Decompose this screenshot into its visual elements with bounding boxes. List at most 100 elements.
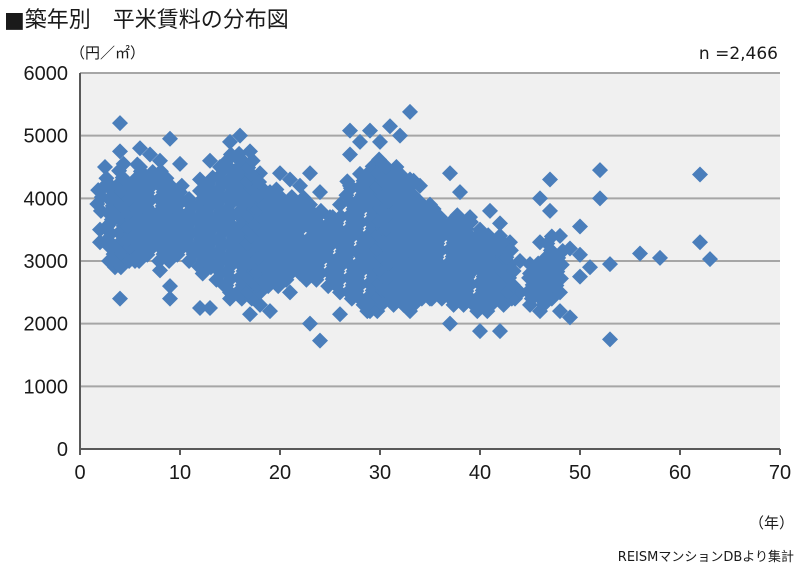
- data-point: [372, 133, 388, 150]
- data-point: [240, 159, 257, 176]
- data-point: [98, 170, 115, 187]
- data-point: [562, 309, 578, 326]
- data-point: [240, 221, 257, 238]
- data-point: [442, 165, 458, 182]
- data-point: [322, 250, 338, 267]
- data-point: [282, 171, 298, 188]
- data-point: [462, 214, 479, 231]
- data-point: [240, 283, 257, 300]
- data-point: [490, 255, 507, 272]
- data-point: [470, 227, 487, 244]
- y-tick-label: 5000: [24, 126, 69, 148]
- data-point: [142, 146, 158, 163]
- data-point: [390, 255, 407, 272]
- x-tick-label: 20: [269, 462, 291, 484]
- data-point: [158, 170, 175, 187]
- axes: [79, 73, 781, 455]
- data-point: [90, 182, 107, 199]
- sample-size-label: n =2,466: [698, 44, 778, 64]
- y-tick-label: 6000: [24, 63, 69, 85]
- data-point: [472, 323, 488, 340]
- y-tick-label: 1000: [24, 376, 69, 398]
- data-point: [378, 159, 395, 175]
- data-point: [572, 268, 588, 285]
- data-point: [312, 332, 328, 349]
- data-point: [554, 242, 571, 259]
- data-point: [450, 255, 467, 272]
- data-point: [449, 207, 466, 224]
- data-point: [202, 152, 218, 169]
- data-point: [342, 122, 358, 139]
- data-point: [543, 228, 560, 245]
- x-tick-label: 40: [469, 462, 491, 484]
- data-point: [405, 172, 422, 189]
- data-points: [89, 103, 718, 349]
- data-point: [602, 331, 618, 348]
- data-point: [592, 190, 608, 207]
- data-point: [380, 255, 397, 272]
- data-point: [262, 303, 278, 320]
- data-point: [480, 227, 497, 244]
- data-point: [592, 162, 608, 179]
- data-point: [350, 255, 367, 272]
- data-point: [362, 122, 378, 139]
- data-point: [232, 127, 248, 144]
- data-point: [312, 184, 328, 201]
- data-point: [382, 118, 398, 135]
- data-point: [392, 127, 408, 144]
- x-tick-labels: 0 10 20 30 40 50 60 70: [74, 462, 791, 484]
- data-point: [692, 234, 708, 251]
- data-point: [162, 278, 178, 295]
- data-point: [292, 177, 308, 194]
- data-point: [112, 290, 128, 307]
- data-point: [132, 140, 148, 157]
- data-point: [339, 173, 356, 190]
- data-point: [251, 174, 268, 191]
- y-tick-labels: 0 1000 2000 3000 4000 5000 6000: [24, 63, 69, 461]
- data-point: [262, 250, 278, 267]
- data-point: [652, 249, 668, 266]
- x-tick-label: 30: [369, 462, 391, 484]
- data-point: [492, 227, 508, 244]
- data-point: [702, 251, 718, 268]
- data-point: [268, 181, 285, 198]
- data-point: [115, 155, 132, 172]
- data-point: [173, 177, 190, 194]
- data-point: [302, 315, 318, 332]
- data-point: [312, 202, 329, 219]
- data-point: [244, 152, 261, 169]
- y-tick-label: 2000: [24, 314, 69, 336]
- data-point: [402, 103, 418, 120]
- y-axis-unit-label: （円／㎡）: [70, 44, 146, 62]
- data-point: [152, 262, 168, 279]
- data-point: [532, 190, 548, 207]
- data-point: [332, 306, 348, 323]
- data-point: [632, 245, 648, 262]
- data-point: [492, 323, 508, 340]
- data-point: [440, 255, 457, 272]
- data-point: [152, 152, 168, 169]
- data-point: [109, 252, 126, 269]
- data-point: [602, 256, 618, 273]
- data-point: [530, 255, 547, 272]
- data-point: [582, 259, 598, 276]
- data-point: [460, 255, 477, 272]
- x-tick-label: 0: [74, 462, 85, 484]
- data-point: [498, 249, 515, 266]
- data-point: [282, 284, 298, 301]
- y-tick-label: 3000: [24, 251, 69, 273]
- x-tick-label: 60: [669, 462, 691, 484]
- y-tick-label: 4000: [24, 188, 69, 210]
- data-point: [112, 143, 128, 160]
- x-tick-label: 70: [769, 462, 791, 484]
- data-point: [222, 133, 238, 150]
- data-point: [162, 130, 178, 147]
- data-point: [425, 200, 442, 217]
- data-point: [302, 165, 318, 182]
- data-point: [192, 300, 208, 316]
- x-tick-label: 10: [169, 462, 191, 484]
- data-point: [692, 166, 708, 183]
- data-point: [562, 240, 578, 257]
- data-point: [572, 218, 588, 235]
- data-point: [388, 159, 405, 175]
